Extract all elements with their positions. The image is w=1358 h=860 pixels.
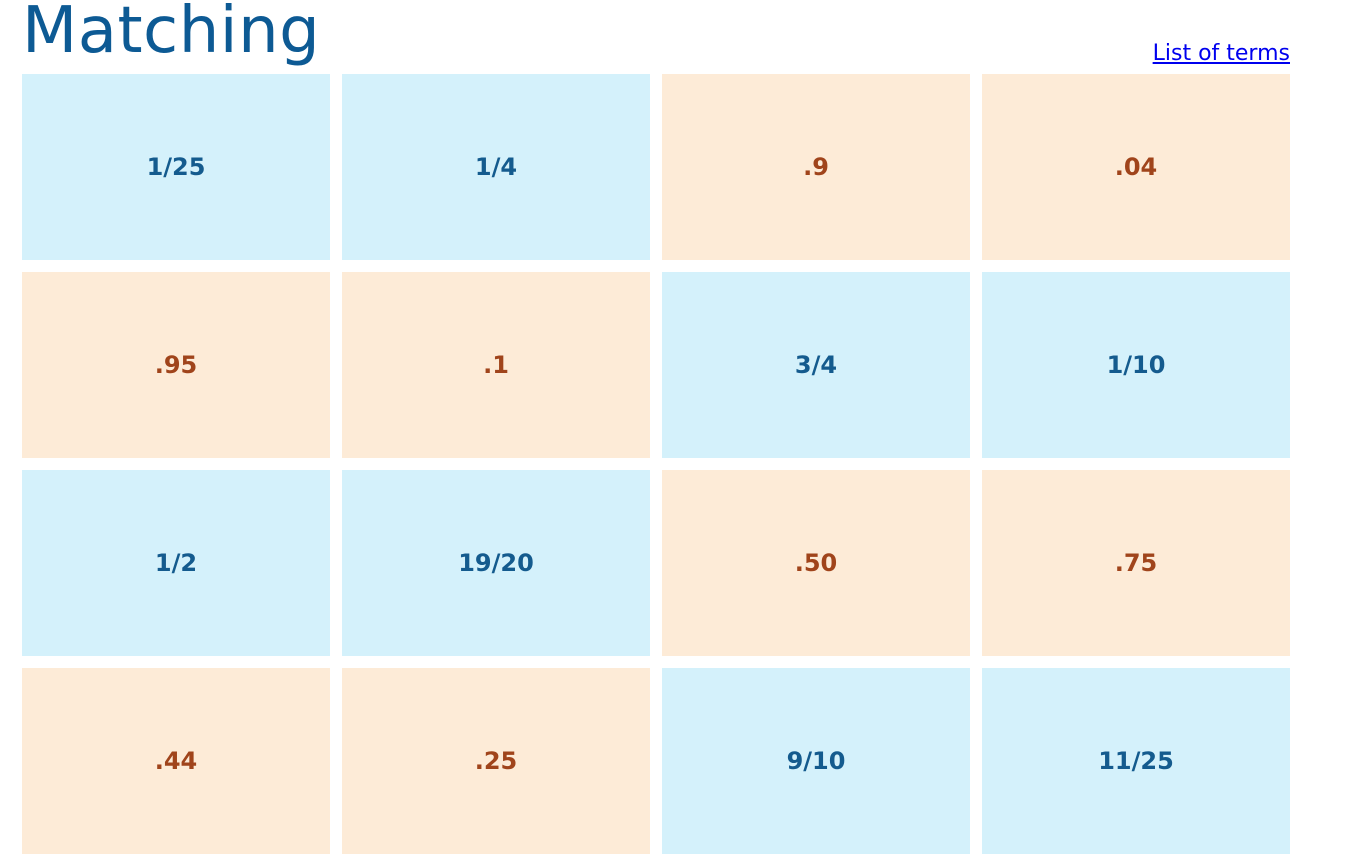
match-card-label: 1/4 (474, 153, 518, 181)
match-card[interactable]: 1/2 (22, 470, 330, 656)
match-card[interactable]: .1 (342, 272, 650, 458)
match-card[interactable]: 19/20 (342, 470, 650, 656)
match-card[interactable]: 11/25 (982, 668, 1290, 854)
match-card-label: .95 (154, 351, 198, 379)
match-card-label: 1/25 (146, 153, 206, 181)
match-card-label: 11/25 (1098, 747, 1174, 775)
match-card-label: 9/10 (786, 747, 846, 775)
match-card-label: 19/20 (458, 549, 534, 577)
match-card[interactable]: .50 (662, 470, 970, 656)
match-card-label: .50 (794, 549, 838, 577)
match-card-label: .9 (803, 153, 829, 181)
list-of-terms-link[interactable]: List of terms (1152, 41, 1290, 66)
match-card[interactable]: 3/4 (662, 272, 970, 458)
match-card-label: 1/2 (154, 549, 198, 577)
page-title: Matching (22, 0, 321, 68)
match-card[interactable]: .9 (662, 74, 970, 260)
match-card[interactable]: 1/10 (982, 272, 1290, 458)
match-card-label: .04 (1114, 153, 1158, 181)
match-card-label: 1/10 (1106, 351, 1166, 379)
match-card-label: 3/4 (794, 351, 838, 379)
match-card-label: .44 (154, 747, 198, 775)
match-card[interactable]: .04 (982, 74, 1290, 260)
match-card[interactable]: .25 (342, 668, 650, 854)
match-card[interactable]: .95 (22, 272, 330, 458)
match-card-label: .1 (483, 351, 509, 379)
match-card[interactable]: 9/10 (662, 668, 970, 854)
match-card-label: .75 (1114, 549, 1158, 577)
match-card[interactable]: 1/25 (22, 74, 330, 260)
matching-grid: 1/25 1/4 .9 .04 .95 .1 3/4 1/10 1/2 19/2… (22, 74, 1290, 854)
match-card[interactable]: .75 (982, 470, 1290, 656)
match-card-label: .25 (474, 747, 518, 775)
match-card[interactable]: .44 (22, 668, 330, 854)
match-card[interactable]: 1/4 (342, 74, 650, 260)
